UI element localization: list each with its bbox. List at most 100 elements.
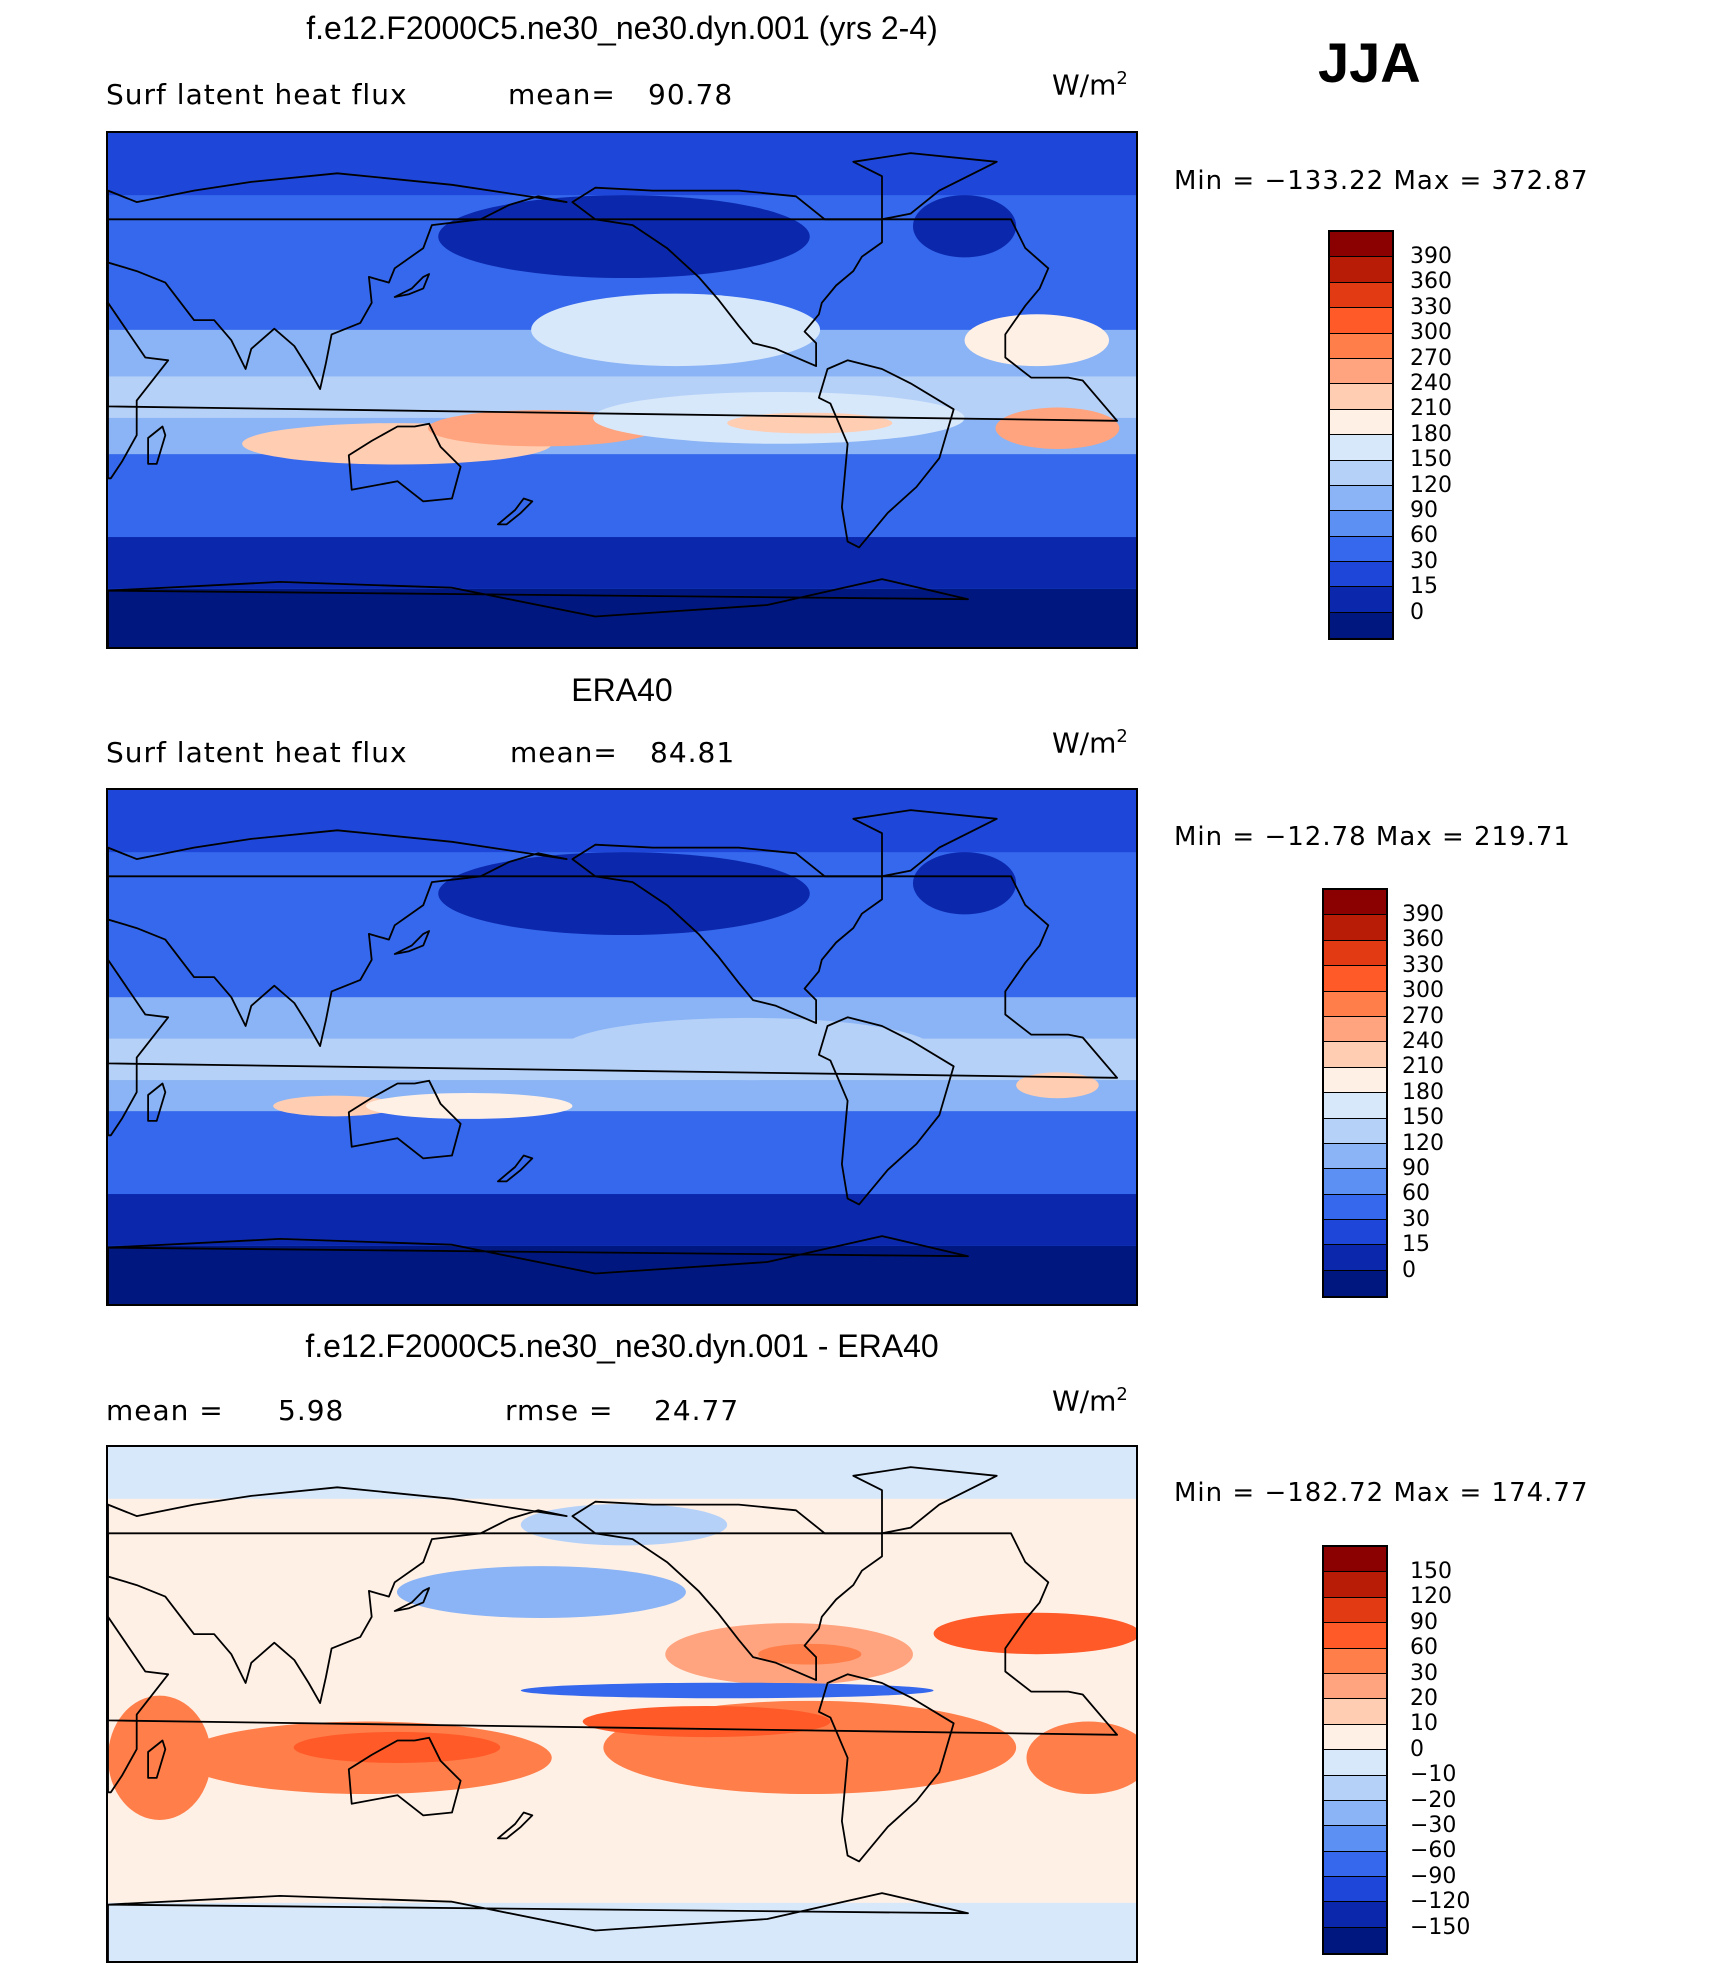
panel3-colorbar-labels: 150 120 90 60 30 20 10 0 −10 −20 −30 −60 −90 −120 −150	[1410, 1559, 1470, 1940]
colorbar-tick-label: 90	[1410, 498, 1438, 524]
colorbar-tick-label: 330	[1410, 294, 1452, 320]
colorbar-tick-label: 90	[1410, 1609, 1438, 1635]
colorbar-swatch	[1324, 1143, 1386, 1170]
colorbar-swatch	[1330, 612, 1392, 639]
colorbar-swatch	[1324, 1547, 1386, 1573]
panel2-mean-label: mean=	[510, 736, 618, 769]
panel2-variable-label: Surf latent heat flux	[106, 736, 408, 769]
panel2-colorbar-labels: 390 360 330 300 270 240 210 180 150 120 90 60 30 15 0	[1402, 902, 1444, 1283]
panel1-units: W/m2	[1052, 68, 1128, 102]
colorbar-swatch	[1330, 384, 1392, 410]
season-label: JJA	[1318, 31, 1421, 94]
colorbar-swatch	[1330, 282, 1392, 309]
panel1-mean-label: mean=	[508, 78, 616, 111]
panel2-minmax: Min = −12.78 Max = 219.71	[1174, 822, 1571, 852]
panel3-title: f.e12.F2000C5.ne30_ne30.dyn.001 - ERA40	[305, 1328, 939, 1364]
colorbar-tick-label: 120	[1410, 1584, 1452, 1610]
colorbar-swatch	[1324, 966, 1386, 992]
panel2-units: W/m2	[1052, 726, 1128, 760]
panel3-rmse-value: 24.77	[654, 1394, 740, 1427]
colorbar-tick-label: 150	[1410, 1559, 1452, 1584]
colorbar-tick-label: 300	[1402, 978, 1444, 1004]
colorbar-tick-label: 30	[1410, 1660, 1438, 1686]
panel1-minmax: Min = −133.22 Max = 372.87	[1174, 166, 1589, 196]
colorbar-swatch	[1324, 1673, 1386, 1700]
colorbar-swatch	[1324, 1572, 1386, 1598]
map-field	[108, 1447, 1136, 1961]
colorbar-swatch	[1330, 358, 1392, 385]
colorbar-tick-label: −20	[1410, 1787, 1457, 1813]
colorbar-swatch	[1324, 1067, 1386, 1094]
map-field	[108, 790, 1136, 1304]
colorbar-tick-label: 360	[1410, 269, 1452, 295]
colorbar-swatch	[1324, 1042, 1386, 1068]
colorbar-swatch	[1324, 1800, 1386, 1827]
colorbar-swatch	[1324, 1699, 1386, 1725]
colorbar-swatch	[1324, 1597, 1386, 1624]
colorbar-tick-label: 180	[1410, 421, 1452, 447]
colorbar-swatch	[1324, 1877, 1386, 1903]
colorbar-swatch	[1324, 1118, 1386, 1144]
map-field	[108, 133, 1136, 647]
colorbar-swatch	[1324, 1169, 1386, 1195]
colorbar-tick-label: 0	[1410, 1736, 1424, 1762]
panel3-rmse-label: rmse =	[505, 1394, 614, 1427]
colorbar-swatch	[1324, 1093, 1386, 1119]
panel3-colorbar	[1322, 1545, 1388, 1955]
colorbar-tick-label: 120	[1410, 472, 1452, 498]
colorbar-swatch	[1330, 257, 1392, 283]
colorbar-tick-label: 10	[1410, 1711, 1438, 1737]
panel1-title: f.e12.F2000C5.ne30_ne30.dyn.001 (yrs 2-4…	[306, 10, 938, 46]
colorbar-swatch	[1330, 435, 1392, 461]
colorbar-tick-label: 60	[1410, 523, 1438, 549]
colorbar-tick-label: 120	[1402, 1130, 1444, 1156]
colorbar-swatch	[1324, 1902, 1386, 1928]
colorbar-tick-label: 210	[1410, 396, 1452, 422]
colorbar-swatch	[1330, 536, 1392, 563]
colorbar-swatch	[1324, 1245, 1386, 1271]
panel2-map	[106, 788, 1138, 1306]
colorbar-swatch	[1324, 1826, 1386, 1852]
colorbar-swatch	[1330, 562, 1392, 588]
colorbar-swatch	[1324, 890, 1386, 916]
colorbar-tick-label: 270	[1410, 345, 1452, 371]
colorbar-swatch	[1324, 1851, 1386, 1878]
colorbar-tick-label: −150	[1410, 1914, 1471, 1940]
colorbar-tick-label: 180	[1402, 1079, 1444, 1105]
colorbar-swatch	[1324, 1220, 1386, 1246]
colorbar-swatch	[1324, 1194, 1386, 1221]
colorbar-tick-label: 150	[1402, 1105, 1444, 1131]
panel2-mean-value: 84.81	[650, 736, 736, 769]
panel1-mean-value: 90.78	[648, 78, 734, 111]
panel2-colorbar	[1322, 888, 1388, 1298]
colorbar-tick-label: 30	[1410, 548, 1438, 574]
colorbar-swatch	[1330, 460, 1392, 486]
colorbar-swatch	[1330, 333, 1392, 359]
colorbar-tick-label: −90	[1410, 1863, 1457, 1889]
colorbar-swatch	[1324, 1648, 1386, 1674]
panel1-colorbar	[1328, 230, 1394, 640]
colorbar-tick-label: 15	[1402, 1232, 1430, 1258]
colorbar-tick-label: 0	[1410, 599, 1424, 625]
colorbar-swatch	[1330, 409, 1392, 436]
panel2-title: ERA40	[571, 672, 673, 708]
panel3-mean-label: mean =	[106, 1394, 224, 1427]
panel3-minmax: Min = −182.72 Max = 174.77	[1174, 1478, 1589, 1508]
colorbar-tick-label: 390	[1402, 902, 1444, 927]
colorbar-tick-label: 150	[1410, 447, 1452, 473]
colorbar-tick-label: 60	[1410, 1635, 1438, 1661]
colorbar-tick-label: 300	[1410, 320, 1452, 346]
colorbar-swatch	[1324, 1927, 1386, 1954]
colorbar-tick-label: −120	[1410, 1889, 1471, 1915]
colorbar-swatch	[1324, 1750, 1386, 1776]
colorbar-swatch	[1324, 1270, 1386, 1297]
colorbar-swatch	[1324, 915, 1386, 941]
panel1-map	[106, 131, 1138, 649]
colorbar-swatch	[1330, 308, 1392, 334]
panel3-mean-value: 5.98	[278, 1394, 345, 1427]
colorbar-tick-label: 270	[1402, 1003, 1444, 1029]
colorbar-swatch	[1324, 1016, 1386, 1043]
colorbar-tick-label: 60	[1402, 1181, 1430, 1207]
colorbar-swatch	[1324, 991, 1386, 1017]
colorbar-tick-label: 15	[1410, 574, 1438, 600]
